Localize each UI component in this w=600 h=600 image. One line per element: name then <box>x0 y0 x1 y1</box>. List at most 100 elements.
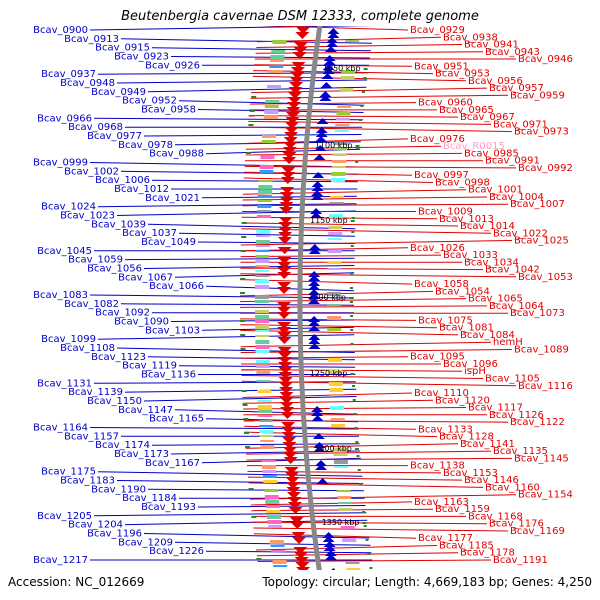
gene-label-forward[interactable]: Bcav_1096 <box>443 359 498 370</box>
gene-label-forward[interactable]: Bcav_1001 <box>468 185 523 196</box>
gene-label-forward[interactable]: Bcav_0946 <box>518 54 573 65</box>
gene-label-forward[interactable]: Bcav_1073 <box>510 308 565 319</box>
gene-label-forward[interactable]: Bcav_1145 <box>514 453 569 464</box>
gene-label-forward[interactable]: Bcav_1168 <box>468 511 523 522</box>
gene-label-reverse[interactable]: Bcav_1131 <box>37 378 92 389</box>
gene-label-forward[interactable]: ispH <box>464 366 486 377</box>
gene-label-reverse[interactable]: Bcav_1150 <box>87 396 142 407</box>
gene-label-forward[interactable]: Bcav_1160 <box>485 482 540 493</box>
gene-label-reverse[interactable]: Bcav_1099 <box>41 334 96 345</box>
gene-label-reverse[interactable]: Bcav_1066 <box>149 281 204 292</box>
gene-label-reverse[interactable]: Bcav_1175 <box>41 467 96 478</box>
gene-label-reverse[interactable]: Bcav_0968 <box>68 122 123 133</box>
gene-label-forward[interactable]: Bcav_0985 <box>464 148 519 159</box>
gene-label-forward[interactable]: Bcav_1095 <box>410 352 465 363</box>
gene-label-reverse[interactable]: Bcav_1002 <box>64 166 119 177</box>
gene-label-reverse[interactable]: Bcav_0900 <box>33 25 88 36</box>
gene-label-reverse[interactable]: Bcav_1049 <box>141 237 196 248</box>
gene-label-reverse[interactable]: Bcav_1082 <box>64 299 119 310</box>
gene-label-forward[interactable]: Bcav_1153 <box>443 468 498 479</box>
gene-label-reverse[interactable]: Bcav_0958 <box>141 105 196 116</box>
gene-label-forward[interactable]: Bcav_1110 <box>414 388 469 399</box>
gene-label-reverse[interactable]: Bcav_1183 <box>60 476 115 487</box>
gene-label-forward[interactable]: Bcav_1177 <box>418 533 473 544</box>
gene-label-reverse[interactable]: Bcav_0977 <box>87 131 142 142</box>
gene-label-forward[interactable]: Bcav_0971 <box>493 119 548 130</box>
gene-label-forward[interactable]: Bcav_1126 <box>489 410 544 421</box>
gene-label-reverse[interactable]: Bcav_0966 <box>37 113 92 124</box>
gene-label-reverse[interactable]: Bcav_1039 <box>91 219 146 230</box>
gene-label-forward[interactable]: Bcav_0973 <box>514 127 569 138</box>
gene-label-reverse[interactable]: Bcav_0926 <box>145 60 200 71</box>
gene-label-forward[interactable]: Bcav_1025 <box>514 236 569 247</box>
gene-label-reverse[interactable]: Bcav_1167 <box>145 458 200 469</box>
gene-label-forward[interactable]: Bcav_0938 <box>443 32 498 43</box>
gene-label-forward[interactable]: Bcav_1026 <box>410 243 465 254</box>
gene-label-reverse[interactable]: Bcav_1173 <box>114 449 169 460</box>
gene-label-reverse[interactable]: Bcav_1184 <box>122 493 177 504</box>
gene-label-forward[interactable]: Bcav_0976 <box>410 134 465 145</box>
gene-label-reverse[interactable]: Bcav_1209 <box>118 537 173 548</box>
gene-label-reverse[interactable]: Bcav_1092 <box>95 308 150 319</box>
gene-label-reverse[interactable]: Bcav_1037 <box>122 228 177 239</box>
gene-label-forward[interactable]: Bcav_1191 <box>493 555 548 566</box>
gene-label-forward[interactable]: Bcav_1178 <box>460 548 515 559</box>
gene-label-forward[interactable]: Bcav_1042 <box>485 265 540 276</box>
gene-label-forward[interactable]: Bcav_1128 <box>439 432 494 443</box>
gene-label-forward[interactable]: Bcav_1054 <box>435 286 490 297</box>
gene-label-forward[interactable]: Bcav_0929 <box>410 25 465 36</box>
gene-label-reverse[interactable]: Bcav_1226 <box>149 546 204 557</box>
gene-label-reverse[interactable]: Bcav_1083 <box>33 290 88 301</box>
gene-label-forward[interactable]: Bcav_1022 <box>493 228 548 239</box>
gene-label-forward[interactable]: Bcav_0953 <box>435 69 490 80</box>
gene-label-forward[interactable]: Bcav_1075 <box>418 315 473 326</box>
gene-label-forward[interactable]: Bcav_0951 <box>414 61 469 72</box>
gene-label-forward[interactable]: hemH <box>493 337 523 348</box>
gene-label-forward[interactable]: Bcav_0965 <box>439 105 494 116</box>
gene-label-forward[interactable]: Bcav_1163 <box>414 497 469 508</box>
gene-label-forward[interactable]: Bcav_1007 <box>510 199 565 210</box>
gene-label-forward[interactable]: Bcav_1159 <box>435 504 490 515</box>
gene-label-reverse[interactable]: Bcav_1056 <box>87 264 142 275</box>
gene-label-reverse[interactable]: Bcav_1012 <box>114 184 169 195</box>
gene-label-reverse[interactable]: Bcav_1123 <box>91 352 146 363</box>
gene-label-reverse[interactable]: Bcav_1090 <box>114 317 169 328</box>
gene-label-reverse[interactable]: Bcav_1174 <box>95 440 150 451</box>
gene-label-reverse[interactable]: Bcav_0913 <box>64 34 119 45</box>
gene-label-forward[interactable]: Bcav_1117 <box>468 403 523 414</box>
gene-label-reverse[interactable]: Bcav_1045 <box>37 246 92 257</box>
gene-label-forward[interactable]: Bcav_1169 <box>510 526 565 537</box>
gene-label-forward[interactable]: Bcav_0959 <box>510 90 565 101</box>
gene-label-reverse[interactable]: Bcav_1139 <box>68 387 123 398</box>
gene-label-reverse[interactable]: Bcav_0923 <box>114 52 169 63</box>
gene-label-forward[interactable]: Bcav_0943 <box>485 47 540 58</box>
gene-label-reverse[interactable]: Bcav_1157 <box>64 431 119 442</box>
gene-label-forward[interactable]: Bcav_1065 <box>468 294 523 305</box>
gene-label-forward[interactable]: Bcav_1089 <box>514 345 569 356</box>
gene-label-forward[interactable]: Bcav_0956 <box>468 76 523 87</box>
gene-label-forward[interactable]: Bcav_0991 <box>485 156 540 167</box>
gene-label-forward[interactable]: Bcav_1084 <box>460 330 515 341</box>
gene-label-reverse[interactable]: Bcav_0937 <box>41 69 96 80</box>
gene-label-forward[interactable]: Bcav_R0015 <box>443 141 505 152</box>
gene-label-forward[interactable]: Bcav_1105 <box>485 374 540 385</box>
gene-label-forward[interactable]: Bcav_0998 <box>435 178 490 189</box>
gene-label-reverse[interactable]: Bcav_0915 <box>95 43 150 54</box>
gene-label-reverse[interactable]: Bcav_1103 <box>145 325 200 336</box>
gene-label-forward[interactable]: Bcav_1133 <box>418 424 473 435</box>
gene-label-forward[interactable]: Bcav_1146 <box>464 475 519 486</box>
gene-label-reverse[interactable]: Bcav_0999 <box>33 158 88 169</box>
gene-label-forward[interactable]: Bcav_1004 <box>489 192 544 203</box>
gene-label-reverse[interactable]: Bcav_1119 <box>122 361 177 372</box>
gene-label-reverse[interactable]: Bcav_1136 <box>141 370 196 381</box>
gene-label-reverse[interactable]: Bcav_1165 <box>149 414 204 425</box>
gene-label-reverse[interactable]: Bcav_1190 <box>91 484 146 495</box>
gene-label-forward[interactable]: Bcav_1081 <box>439 323 494 334</box>
gene-label-reverse[interactable]: Bcav_1196 <box>87 529 142 540</box>
gene-label-forward[interactable]: Bcav_1154 <box>518 490 573 501</box>
gene-label-forward[interactable]: Bcav_1122 <box>510 417 565 428</box>
reverse-strand-labels[interactable]: Bcav_0900Bcav_0913Bcav_0915Bcav_0923Bcav… <box>33 25 204 566</box>
gene-label-reverse[interactable]: Bcav_0988 <box>149 149 204 160</box>
gene-label-forward[interactable]: Bcav_0997 <box>414 170 469 181</box>
gene-label-reverse[interactable]: Bcav_1067 <box>118 272 173 283</box>
